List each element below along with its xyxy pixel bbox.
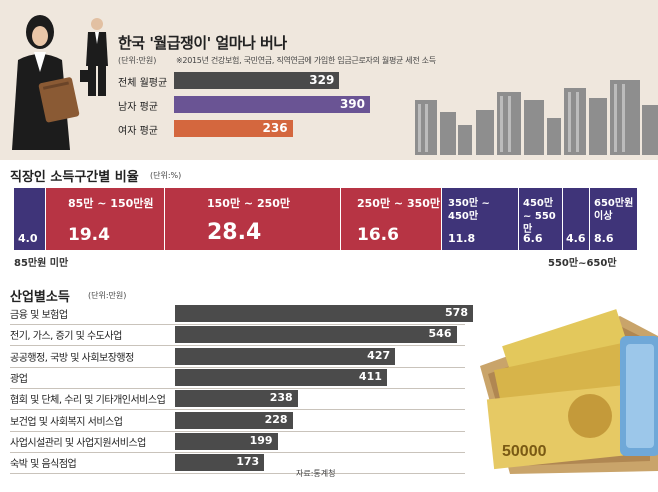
avg-value-total: 329 [309, 73, 335, 87]
dist-segment-550-650: 4.6 [563, 188, 589, 250]
avg-bar-total: 329 [174, 72, 340, 89]
industry-bar: 578 [175, 305, 473, 322]
industry-row: 보건업 및 사회복지 서비스업 228 [10, 411, 465, 432]
avg-label-total: 전체 월평균 [118, 78, 168, 89]
summary-panel: 한국 '월급쟁이' 얼마나 버나 (단위:만원) ※2015년 건강보험, 국민… [0, 0, 658, 160]
industry-bar: 173 [175, 454, 265, 472]
row-divider [10, 430, 465, 432]
dist-range: 650만원 이상 [594, 198, 634, 222]
distribution-unit: (단위:%) [150, 171, 182, 180]
industry-bar: 427 [175, 347, 396, 365]
dist-value: 4.0 [18, 232, 38, 245]
industry-label: 숙박 및 음식점업 [10, 459, 77, 471]
industry-row: 전기, 가스, 증기 및 수도사업 546 [10, 326, 465, 347]
dist-range: 350만 ~ 450만 [448, 198, 490, 222]
avg-value-female: 236 [262, 121, 288, 135]
industry-label: 전기, 가스, 증기 및 수도사업 [10, 331, 122, 343]
avg-label-male: 남자 평균 [118, 102, 158, 113]
industry-value: 238 [269, 391, 293, 405]
businesswoman-icon [12, 15, 80, 150]
avg-label-female: 여자 평균 [118, 126, 158, 137]
dist-value: 28.4 [207, 220, 262, 245]
dist-segment-under-85: 4.0 [14, 188, 45, 250]
avg-value-male: 390 [339, 97, 365, 111]
industry-value: 546 [428, 327, 452, 341]
industry-label: 보건업 및 사회복지 서비스업 [10, 416, 123, 428]
card-icon [620, 336, 658, 456]
row-divider [10, 324, 465, 325]
industry-bar: 546 [175, 326, 457, 344]
dist-value: 6.6 [523, 232, 543, 245]
city-skyline-icon [415, 80, 658, 155]
dist-segment-150-250: 150만 ~ 250만 28.4 [165, 188, 340, 250]
avg-bar-female: 236 [174, 120, 293, 137]
dist-label-under-85: 85만원 미만 [14, 258, 69, 269]
businessman-icon [80, 18, 108, 96]
industry-row: 협회 및 단체, 수리 및 기타개인서비스업 238 [10, 390, 465, 411]
svg-text:50000: 50000 [502, 443, 547, 460]
industry-label: 공공행정, 국방 및 사회보장행정 [10, 352, 134, 364]
source-note: 자료:통계청 [296, 469, 336, 478]
industry-label: 사업시설관리 및 사업지원서비스업 [10, 437, 146, 449]
summary-unit: (단위:만원) [118, 56, 157, 65]
industry-label: 광업 [10, 373, 28, 385]
dist-range: 150만 ~ 250만 [207, 197, 291, 210]
distribution-title: 직장인 소득구간별 비율 [10, 170, 139, 185]
dist-value: 8.6 [594, 232, 614, 245]
industry-bar: 199 [175, 432, 278, 450]
industry-value: 578 [445, 306, 468, 319]
summary-title: 한국 '월급쟁이' 얼마나 버나 [118, 34, 287, 52]
industry-label: 금융 및 보험업 [10, 310, 68, 321]
industry-row: 금융 및 보험업 578 [10, 305, 473, 325]
row-divider [10, 451, 465, 453]
avg-bar-male: 390 [174, 96, 370, 113]
industry-value: 411 [358, 369, 382, 383]
row-divider [10, 473, 465, 475]
industry-value: 199 [249, 433, 273, 447]
row-divider [10, 366, 465, 368]
dist-segment-over-650: 650만원 이상 8.6 [590, 188, 637, 250]
distribution-bar: 4.0 85만 ~ 150만원 19.4 150만 ~ 250만 28.4 25… [14, 188, 637, 250]
summary-note: ※2015년 건강보험, 국민연금, 직역연금에 가입한 임금근로자의 월평균 … [176, 56, 436, 65]
industry-bar: 411 [175, 368, 387, 386]
row-divider [10, 409, 465, 411]
row-divider [10, 345, 465, 347]
industry-title: 산업별소득 [10, 290, 70, 305]
industry-row: 사업시설관리 및 사업지원서비스업 199 [10, 432, 465, 453]
industry-row: 숙박 및 음식점업 173 [10, 454, 465, 475]
dist-segment-250-350: 250만 ~ 350만 16.6 [341, 188, 441, 250]
dist-segment-450-550: 450만 ~ 550만 6.6 [519, 188, 562, 250]
banknote-icon: 50000 [486, 309, 638, 470]
dist-value: 16.6 [357, 225, 399, 245]
industry-unit: (단위:만원) [88, 291, 127, 300]
dist-label-550-650: 550만~650만 [548, 258, 617, 269]
dist-range: 250만 ~ 350만 [357, 197, 441, 210]
dist-value: 4.6 [566, 232, 586, 245]
industry-label: 협회 및 단체, 수리 및 기타개인서비스업 [10, 395, 166, 407]
dist-segment-85-150: 85만 ~ 150만원 19.4 [46, 188, 164, 250]
industry-value: 173 [236, 455, 260, 469]
dist-value: 19.4 [68, 225, 110, 245]
industry-bar: 238 [175, 390, 298, 408]
money-wallet-illustration: 50000 [480, 309, 658, 474]
industry-bar: 228 [175, 411, 293, 429]
industry-row: 광업 411 [10, 368, 465, 389]
row-divider [10, 387, 465, 389]
industry-value: 228 [264, 412, 288, 426]
dist-value: 11.8 [448, 232, 476, 245]
industry-value: 427 [367, 348, 391, 362]
industry-row: 공공행정, 국방 및 사회보장행정 427 [10, 347, 465, 368]
summary-illustration [12, 15, 658, 155]
dist-segment-350-450: 350만 ~ 450만 11.8 [442, 188, 518, 250]
dist-range: 85만 ~ 150만원 [68, 197, 154, 210]
dist-range: 450만 ~ 550만 [523, 198, 556, 235]
